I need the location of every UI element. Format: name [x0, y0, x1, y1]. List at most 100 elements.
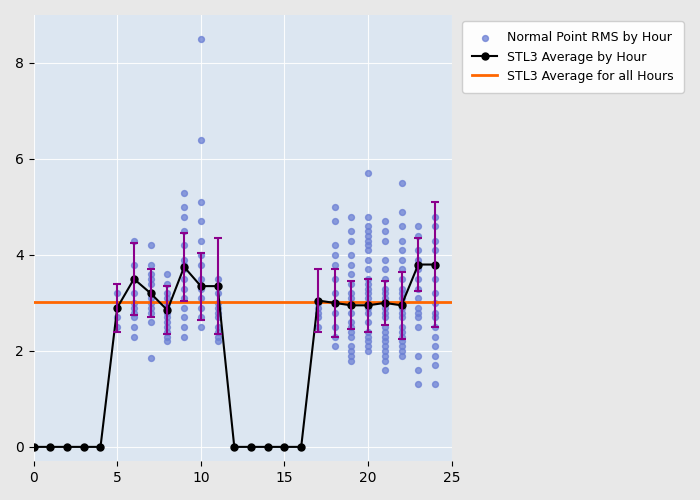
- Normal Point RMS by Hour: [413, 314, 424, 322]
- Normal Point RMS by Hour: [346, 227, 357, 235]
- Normal Point RMS by Hour: [212, 308, 223, 316]
- Normal Point RMS by Hour: [162, 323, 173, 331]
- Normal Point RMS by Hour: [178, 314, 190, 322]
- Normal Point RMS by Hour: [329, 251, 340, 259]
- STL3 Average by Hour: [314, 298, 322, 304]
- Normal Point RMS by Hour: [162, 304, 173, 312]
- Normal Point RMS by Hour: [379, 275, 391, 283]
- Normal Point RMS by Hour: [396, 299, 407, 307]
- Normal Point RMS by Hour: [363, 284, 374, 292]
- Normal Point RMS by Hour: [329, 323, 340, 331]
- Normal Point RMS by Hour: [312, 308, 323, 316]
- Normal Point RMS by Hour: [162, 338, 173, 345]
- Normal Point RMS by Hour: [396, 246, 407, 254]
- Normal Point RMS by Hour: [312, 304, 323, 312]
- Normal Point RMS by Hour: [346, 328, 357, 336]
- Normal Point RMS by Hour: [363, 347, 374, 355]
- STL3 Average by Hour: [430, 262, 439, 268]
- STL3 Average by Hour: [280, 444, 288, 450]
- Normal Point RMS by Hour: [312, 323, 323, 331]
- Normal Point RMS by Hour: [379, 347, 391, 355]
- STL3 Average for all Hours: [29, 299, 38, 305]
- Normal Point RMS by Hour: [363, 308, 374, 316]
- Normal Point RMS by Hour: [379, 323, 391, 331]
- Normal Point RMS by Hour: [195, 251, 206, 259]
- Normal Point RMS by Hour: [363, 232, 374, 239]
- Normal Point RMS by Hour: [379, 366, 391, 374]
- Normal Point RMS by Hour: [413, 222, 424, 230]
- Normal Point RMS by Hour: [363, 304, 374, 312]
- Normal Point RMS by Hour: [195, 314, 206, 322]
- STL3 Average by Hour: [197, 283, 205, 289]
- Normal Point RMS by Hour: [429, 222, 440, 230]
- Normal Point RMS by Hour: [413, 380, 424, 388]
- Normal Point RMS by Hour: [329, 218, 340, 226]
- Normal Point RMS by Hour: [396, 275, 407, 283]
- Normal Point RMS by Hour: [413, 246, 424, 254]
- STL3 Average by Hour: [130, 276, 138, 282]
- Normal Point RMS by Hour: [363, 170, 374, 177]
- Normal Point RMS by Hour: [346, 212, 357, 220]
- Normal Point RMS by Hour: [396, 347, 407, 355]
- Normal Point RMS by Hour: [379, 356, 391, 364]
- Legend: Normal Point RMS by Hour, STL3 Average by Hour, STL3 Average for all Hours: Normal Point RMS by Hour, STL3 Average b…: [462, 21, 684, 93]
- Normal Point RMS by Hour: [429, 212, 440, 220]
- Normal Point RMS by Hour: [363, 212, 374, 220]
- Normal Point RMS by Hour: [379, 236, 391, 244]
- Normal Point RMS by Hour: [329, 242, 340, 250]
- Normal Point RMS by Hour: [413, 294, 424, 302]
- Normal Point RMS by Hour: [379, 266, 391, 274]
- Normal Point RMS by Hour: [145, 290, 156, 298]
- Normal Point RMS by Hour: [195, 35, 206, 43]
- Normal Point RMS by Hour: [162, 328, 173, 336]
- Normal Point RMS by Hour: [145, 270, 156, 278]
- STL3 Average by Hour: [398, 302, 406, 308]
- Normal Point RMS by Hour: [363, 246, 374, 254]
- Normal Point RMS by Hour: [212, 314, 223, 322]
- STL3 Average by Hour: [80, 444, 88, 450]
- Normal Point RMS by Hour: [379, 284, 391, 292]
- Normal Point RMS by Hour: [429, 236, 440, 244]
- Normal Point RMS by Hour: [379, 256, 391, 264]
- Normal Point RMS by Hour: [162, 318, 173, 326]
- Normal Point RMS by Hour: [396, 323, 407, 331]
- Normal Point RMS by Hour: [178, 332, 190, 340]
- Normal Point RMS by Hour: [396, 304, 407, 312]
- Normal Point RMS by Hour: [363, 256, 374, 264]
- Normal Point RMS by Hour: [429, 314, 440, 322]
- Normal Point RMS by Hour: [145, 299, 156, 307]
- Normal Point RMS by Hour: [162, 294, 173, 302]
- Normal Point RMS by Hour: [312, 299, 323, 307]
- Normal Point RMS by Hour: [195, 236, 206, 244]
- Normal Point RMS by Hour: [329, 332, 340, 340]
- Normal Point RMS by Hour: [111, 304, 122, 312]
- Normal Point RMS by Hour: [346, 251, 357, 259]
- Normal Point RMS by Hour: [346, 352, 357, 360]
- Normal Point RMS by Hour: [178, 284, 190, 292]
- Normal Point RMS by Hour: [329, 275, 340, 283]
- Normal Point RMS by Hour: [162, 299, 173, 307]
- STL3 Average by Hour: [347, 302, 356, 308]
- Normal Point RMS by Hour: [212, 299, 223, 307]
- Normal Point RMS by Hour: [145, 294, 156, 302]
- Normal Point RMS by Hour: [195, 284, 206, 292]
- Normal Point RMS by Hour: [396, 332, 407, 340]
- Normal Point RMS by Hour: [128, 299, 139, 307]
- Normal Point RMS by Hour: [145, 308, 156, 316]
- Normal Point RMS by Hour: [396, 290, 407, 298]
- Normal Point RMS by Hour: [396, 179, 407, 187]
- Normal Point RMS by Hour: [178, 203, 190, 211]
- Normal Point RMS by Hour: [413, 284, 424, 292]
- Normal Point RMS by Hour: [379, 218, 391, 226]
- Normal Point RMS by Hour: [145, 275, 156, 283]
- Normal Point RMS by Hour: [346, 290, 357, 298]
- Line: STL3 Average by Hour: STL3 Average by Hour: [30, 261, 438, 450]
- Normal Point RMS by Hour: [363, 328, 374, 336]
- Normal Point RMS by Hour: [128, 308, 139, 316]
- Normal Point RMS by Hour: [363, 275, 374, 283]
- Normal Point RMS by Hour: [363, 318, 374, 326]
- STL3 Average by Hour: [180, 264, 188, 270]
- Normal Point RMS by Hour: [195, 260, 206, 268]
- Normal Point RMS by Hour: [195, 275, 206, 283]
- Normal Point RMS by Hour: [128, 260, 139, 268]
